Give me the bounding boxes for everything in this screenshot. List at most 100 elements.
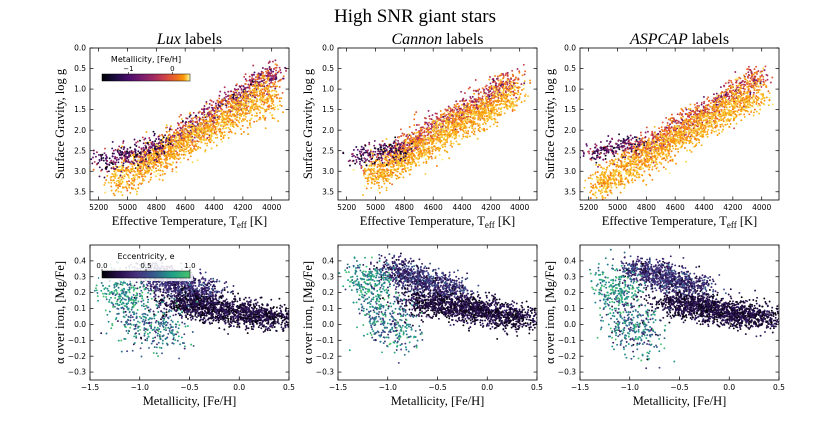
data-point xyxy=(178,150,181,153)
data-point xyxy=(258,90,261,93)
data-point xyxy=(523,80,526,83)
data-point xyxy=(435,147,438,150)
data-point xyxy=(441,158,444,161)
data-point xyxy=(180,149,183,152)
data-point xyxy=(217,100,220,103)
data-point xyxy=(225,110,228,113)
data-point xyxy=(191,133,194,136)
data-point xyxy=(246,126,249,129)
data-point xyxy=(438,129,440,132)
data-point xyxy=(180,153,183,156)
data-point xyxy=(208,106,211,109)
data-point xyxy=(418,136,421,139)
data-point xyxy=(152,156,155,159)
data-point xyxy=(116,166,119,168)
data-point xyxy=(455,123,458,126)
data-point xyxy=(484,122,487,125)
data-point xyxy=(399,128,402,131)
data-point xyxy=(485,109,487,112)
data-point xyxy=(229,128,232,131)
data-point xyxy=(249,100,252,103)
data-point xyxy=(106,159,109,162)
data-point xyxy=(215,133,218,136)
data-point xyxy=(235,96,238,99)
data-point xyxy=(246,120,249,122)
data-point xyxy=(243,114,246,116)
data-point xyxy=(148,159,151,162)
data-point xyxy=(377,184,380,187)
data-point xyxy=(397,139,400,142)
data-point xyxy=(190,117,193,120)
data-point xyxy=(125,184,128,187)
data-point xyxy=(155,167,157,170)
data-point xyxy=(471,131,473,134)
data-point xyxy=(196,116,199,119)
data-point xyxy=(416,142,419,145)
data-point xyxy=(222,120,225,122)
data-point xyxy=(169,127,172,130)
data-point xyxy=(469,135,471,138)
data-point xyxy=(403,150,406,153)
data-point xyxy=(440,115,443,118)
data-point xyxy=(259,100,262,103)
data-point xyxy=(264,127,267,130)
data-point xyxy=(255,120,258,123)
data-point xyxy=(138,146,141,149)
data-point xyxy=(153,153,155,156)
data-point xyxy=(192,131,195,134)
data-point xyxy=(226,133,229,136)
data-point xyxy=(452,132,455,135)
data-point xyxy=(145,146,148,149)
data-point xyxy=(142,150,145,153)
data-point xyxy=(278,100,281,103)
data-point xyxy=(421,126,424,129)
data-point xyxy=(485,115,488,118)
data-point xyxy=(153,162,156,165)
data-point xyxy=(202,108,205,111)
data-point xyxy=(242,118,244,121)
data-point xyxy=(460,126,462,129)
data-point xyxy=(206,137,209,140)
data-point xyxy=(174,153,177,156)
data-point xyxy=(499,107,502,110)
data-point xyxy=(489,76,491,78)
data-point xyxy=(388,182,391,185)
data-point xyxy=(459,100,462,103)
data-point xyxy=(121,181,124,184)
data-point xyxy=(273,89,276,92)
data-point xyxy=(441,131,444,134)
data-point xyxy=(477,110,480,113)
data-point xyxy=(104,147,106,150)
data-point xyxy=(238,96,241,99)
data-point xyxy=(276,64,278,67)
data-point xyxy=(137,175,140,178)
data-point xyxy=(91,162,94,165)
data-point xyxy=(212,141,215,144)
data-point xyxy=(208,136,210,139)
data-point xyxy=(97,153,100,156)
data-point xyxy=(380,175,383,178)
data-point xyxy=(132,167,135,170)
data-point xyxy=(258,105,261,108)
data-point xyxy=(445,139,448,142)
data-point xyxy=(467,120,470,123)
data-point xyxy=(512,81,515,84)
data-point xyxy=(391,162,394,165)
data-point xyxy=(229,125,232,128)
data-point xyxy=(499,81,502,84)
data-point xyxy=(229,90,232,93)
data-point xyxy=(385,186,388,189)
data-point xyxy=(460,117,463,120)
data-point xyxy=(168,147,170,150)
data-point xyxy=(435,123,438,126)
panel-title: Lux labels xyxy=(156,31,222,48)
data-point xyxy=(230,98,233,101)
data-point xyxy=(515,104,518,107)
data-point xyxy=(415,151,418,154)
data-point xyxy=(226,95,229,98)
data-point xyxy=(151,153,154,156)
data-point xyxy=(164,166,167,169)
data-point xyxy=(100,157,103,160)
cluster-metal-poor xyxy=(90,130,174,179)
data-point xyxy=(271,102,274,105)
